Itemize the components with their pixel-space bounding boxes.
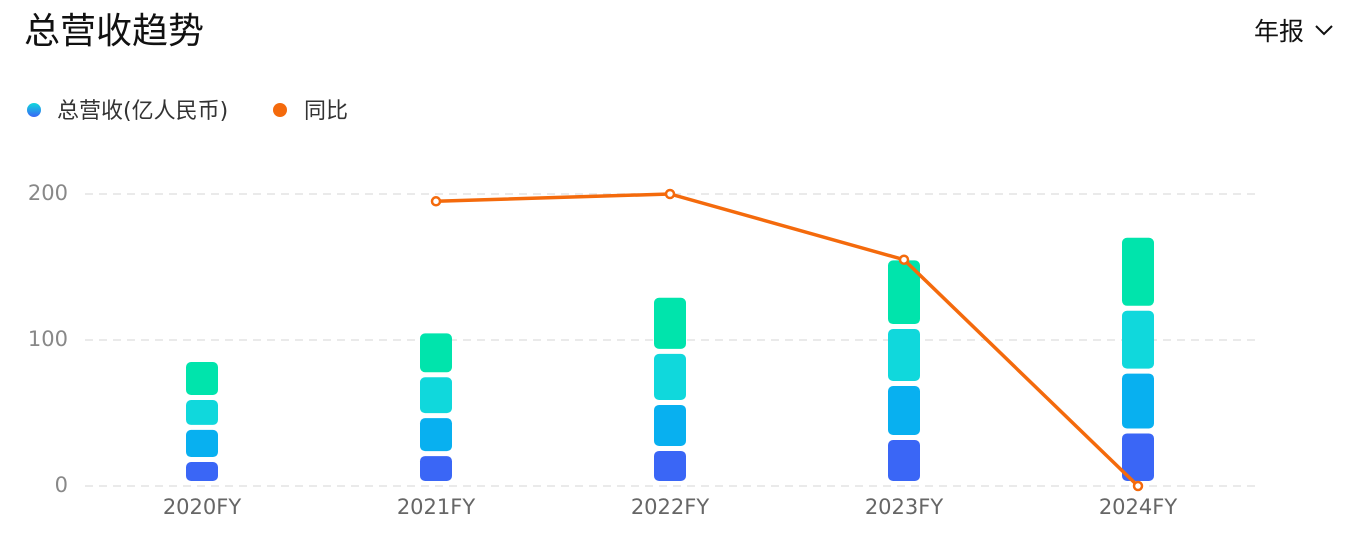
period-selector[interactable]: 年报 [1254,17,1333,46]
bar-segment [654,450,686,481]
bar-segment [654,297,686,349]
chevron[interactable] [1315,25,1333,36]
x-tick-label: 2022FY [631,495,710,519]
bar-segment [888,329,920,381]
bar-segment [186,400,218,425]
chart-title: 总营收趋势 [24,11,204,52]
y-tick-label: 200 [28,181,68,205]
bar-segment [1122,310,1154,369]
bar-segment [420,418,452,452]
bar-segment [186,429,218,458]
bar-segment [420,333,452,373]
legend-swatch [273,103,287,117]
line [435,192,1140,488]
x-tick-label: 2024FY [1099,495,1178,519]
bar-segment [654,404,686,446]
x-tick-label: 2021FY [397,495,476,519]
line-point [898,254,910,265]
bar-segment [1122,373,1154,429]
bar-segment [888,260,920,325]
bar-segment [420,377,452,414]
bar-segment [888,385,920,436]
legend-label: 同比 [304,99,348,124]
bar-segment [1122,433,1154,481]
bar-segment [186,362,218,396]
legend-swatch [27,103,41,117]
x-tick-label: 2023FY [865,495,944,519]
line-point [430,196,442,207]
bar-segment [888,440,920,481]
bar-segment [186,462,218,481]
bar-segment [654,353,686,400]
line-point [1132,480,1144,492]
bar-segment [420,456,452,481]
bar-segment [1122,237,1154,306]
y-tick-label: 0 [55,473,68,497]
y-tick-label: 100 [28,327,68,351]
period-label[interactable]: 年报 [1254,17,1304,46]
x-tick-label: 2020FY [163,495,242,519]
line-point [664,188,676,200]
legend-label: 总营收(亿人民币) [57,99,228,124]
